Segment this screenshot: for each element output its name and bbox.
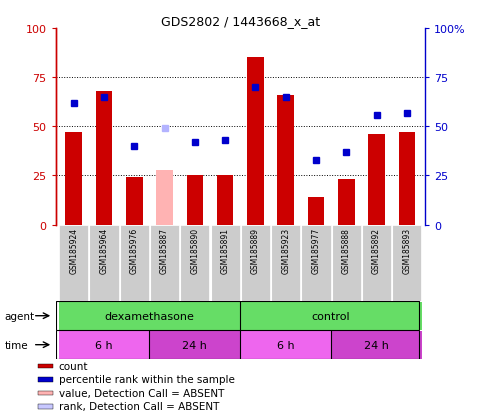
- Text: 6 h: 6 h: [95, 340, 113, 350]
- Bar: [38, 377, 53, 382]
- Bar: [120, 225, 149, 301]
- Text: count: count: [58, 361, 88, 371]
- Text: GSM185924: GSM185924: [69, 228, 78, 273]
- Title: GDS2802 / 1443668_x_at: GDS2802 / 1443668_x_at: [161, 15, 320, 28]
- Bar: [126, 178, 142, 225]
- Bar: [247, 58, 264, 225]
- Bar: [308, 197, 325, 225]
- Bar: [398, 133, 415, 225]
- Bar: [150, 225, 179, 301]
- Text: 24 h: 24 h: [183, 340, 207, 350]
- Text: 24 h: 24 h: [364, 340, 389, 350]
- Text: value, Detection Call = ABSENT: value, Detection Call = ABSENT: [58, 388, 224, 398]
- Text: control: control: [312, 311, 351, 321]
- Bar: [38, 364, 53, 368]
- Text: percentile rank within the sample: percentile rank within the sample: [58, 375, 234, 385]
- Text: GSM185964: GSM185964: [99, 228, 109, 273]
- Bar: [186, 176, 203, 225]
- Text: GSM185892: GSM185892: [372, 228, 381, 273]
- Text: time: time: [5, 340, 28, 350]
- Text: GSM185887: GSM185887: [160, 228, 169, 273]
- Bar: [277, 95, 294, 225]
- Bar: [156, 170, 173, 225]
- Bar: [241, 331, 331, 359]
- Bar: [362, 225, 391, 301]
- Bar: [271, 225, 300, 301]
- Bar: [58, 302, 241, 330]
- Text: rank, Detection Call = ABSENT: rank, Detection Call = ABSENT: [58, 401, 219, 411]
- Text: GSM185977: GSM185977: [312, 228, 321, 273]
- Text: GSM185889: GSM185889: [251, 228, 260, 273]
- Bar: [65, 133, 82, 225]
- Bar: [332, 225, 361, 301]
- Text: GSM185893: GSM185893: [402, 228, 412, 273]
- Text: GSM185891: GSM185891: [221, 228, 229, 273]
- Bar: [301, 225, 330, 301]
- Bar: [89, 225, 118, 301]
- Bar: [96, 92, 113, 225]
- Bar: [59, 225, 88, 301]
- Bar: [338, 180, 355, 225]
- Text: GSM185890: GSM185890: [190, 228, 199, 273]
- Bar: [149, 331, 241, 359]
- Bar: [392, 225, 421, 301]
- Bar: [38, 404, 53, 409]
- Bar: [38, 391, 53, 395]
- Bar: [211, 225, 240, 301]
- Text: GSM185888: GSM185888: [342, 228, 351, 273]
- Bar: [368, 135, 385, 225]
- Text: agent: agent: [5, 311, 35, 321]
- Bar: [331, 331, 422, 359]
- Bar: [241, 225, 270, 301]
- Text: GSM185976: GSM185976: [130, 228, 139, 273]
- Bar: [58, 331, 149, 359]
- Bar: [217, 176, 233, 225]
- Bar: [241, 302, 422, 330]
- Text: GSM185923: GSM185923: [281, 228, 290, 273]
- Bar: [180, 225, 210, 301]
- Text: 6 h: 6 h: [277, 340, 295, 350]
- Text: dexamethasone: dexamethasone: [104, 311, 194, 321]
